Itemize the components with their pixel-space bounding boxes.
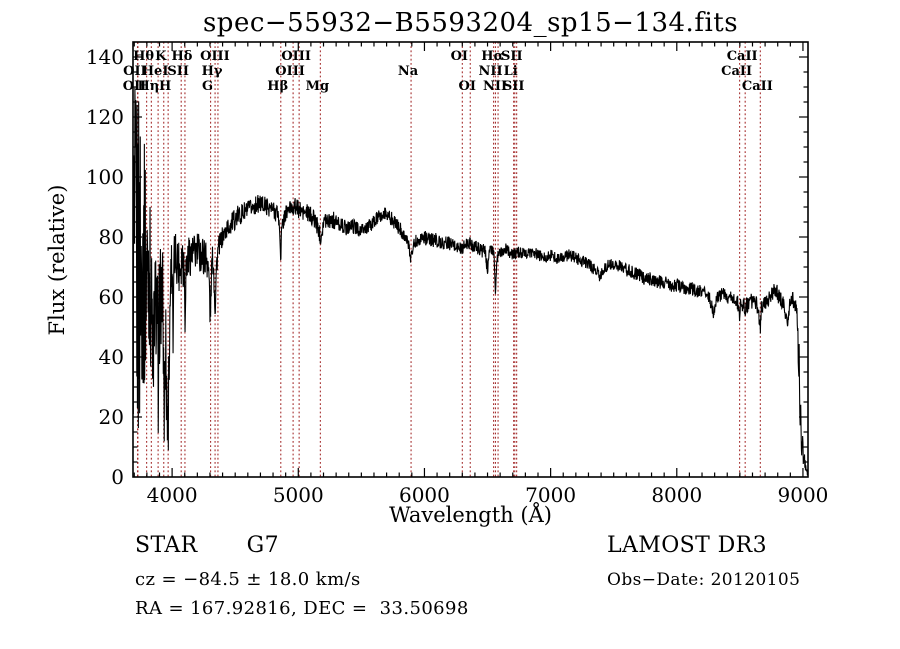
spectral-line-label: OI [458, 78, 476, 94]
object-class: STAR [135, 533, 198, 558]
spectral-line-label: Hγ [201, 64, 223, 79]
x-tick-label: 7000 [525, 483, 577, 507]
y-tick-label: 60 [98, 285, 124, 309]
x-axis-title: Wavelength (Å) [389, 503, 552, 527]
spectral-line-markers [136, 42, 761, 477]
spectral-line-label: Hα [481, 49, 504, 64]
spectral-line-label: K [155, 49, 167, 64]
y-tick-label: 120 [85, 105, 124, 129]
spectral-line-label: OI [450, 49, 469, 64]
x-tick-label: 6000 [398, 483, 450, 507]
spectral-line-label: OIII [275, 64, 305, 79]
spectral-line-label: SII [167, 64, 189, 79]
object-subclass: G7 [246, 533, 279, 558]
spectral-line-label: HeI [141, 64, 169, 79]
spectral-line-label: NII [478, 64, 503, 79]
spectral-line-label: Hη [137, 78, 160, 94]
spectral-line-label: OIII [200, 49, 230, 64]
spectral-line-label: NII [483, 78, 508, 94]
y-tick-label: 100 [85, 165, 124, 189]
y-axis-title: Flux (relative) [45, 184, 69, 336]
spectral-line-label: Na [397, 64, 419, 79]
spectral-line-label: Li [503, 64, 518, 79]
x-tick-label: 8000 [651, 483, 703, 507]
spectral-line-label: OII [123, 64, 147, 79]
spectral-line-label: OIII [281, 49, 311, 64]
spectral-line-label: Hδ [171, 49, 193, 64]
spectral-line-label: Mg [305, 78, 330, 94]
x-tick-label: 9000 [777, 483, 829, 507]
spectral-line-label: CaII [726, 49, 758, 64]
object-classification: STAR G7 [135, 533, 279, 558]
y-tick-label: 40 [98, 345, 124, 369]
x-tick-label: 5000 [272, 483, 324, 507]
spectral-line-label: OII [122, 78, 147, 94]
plot-frame [132, 41, 809, 478]
spectral-line-label: Hθ [133, 49, 155, 64]
spectral-line-label: H [158, 78, 172, 94]
spectral-line-label: CaII [741, 78, 773, 94]
survey-release-text: LAMOST DR3 [607, 533, 767, 558]
obs-date-text: Obs−Date: 20120105 [607, 570, 801, 590]
y-tick-label: 140 [85, 45, 124, 69]
x-tick-label: 4000 [146, 483, 198, 507]
spectral-line-label: Hβ [267, 78, 289, 94]
plot-title: spec−55932−B5593204_sp15−134.fits [202, 8, 739, 38]
radial-velocity-text: cz = −84.5 ± 18.0 km/s [135, 569, 361, 590]
y-tick-label: 0 [111, 465, 124, 489]
spectral-line-label: SII [501, 49, 523, 64]
spectral-line-label: G [202, 78, 214, 94]
coordinates-text: RA = 167.92816, DEC = 33.50698 [135, 598, 469, 619]
spectrum-curve [132, 87, 808, 476]
spectral-line-label: SII [502, 78, 525, 94]
y-tick-label: 20 [98, 405, 124, 429]
y-tick-label: 80 [98, 225, 124, 249]
spectral-line-label: CaII [721, 64, 753, 79]
